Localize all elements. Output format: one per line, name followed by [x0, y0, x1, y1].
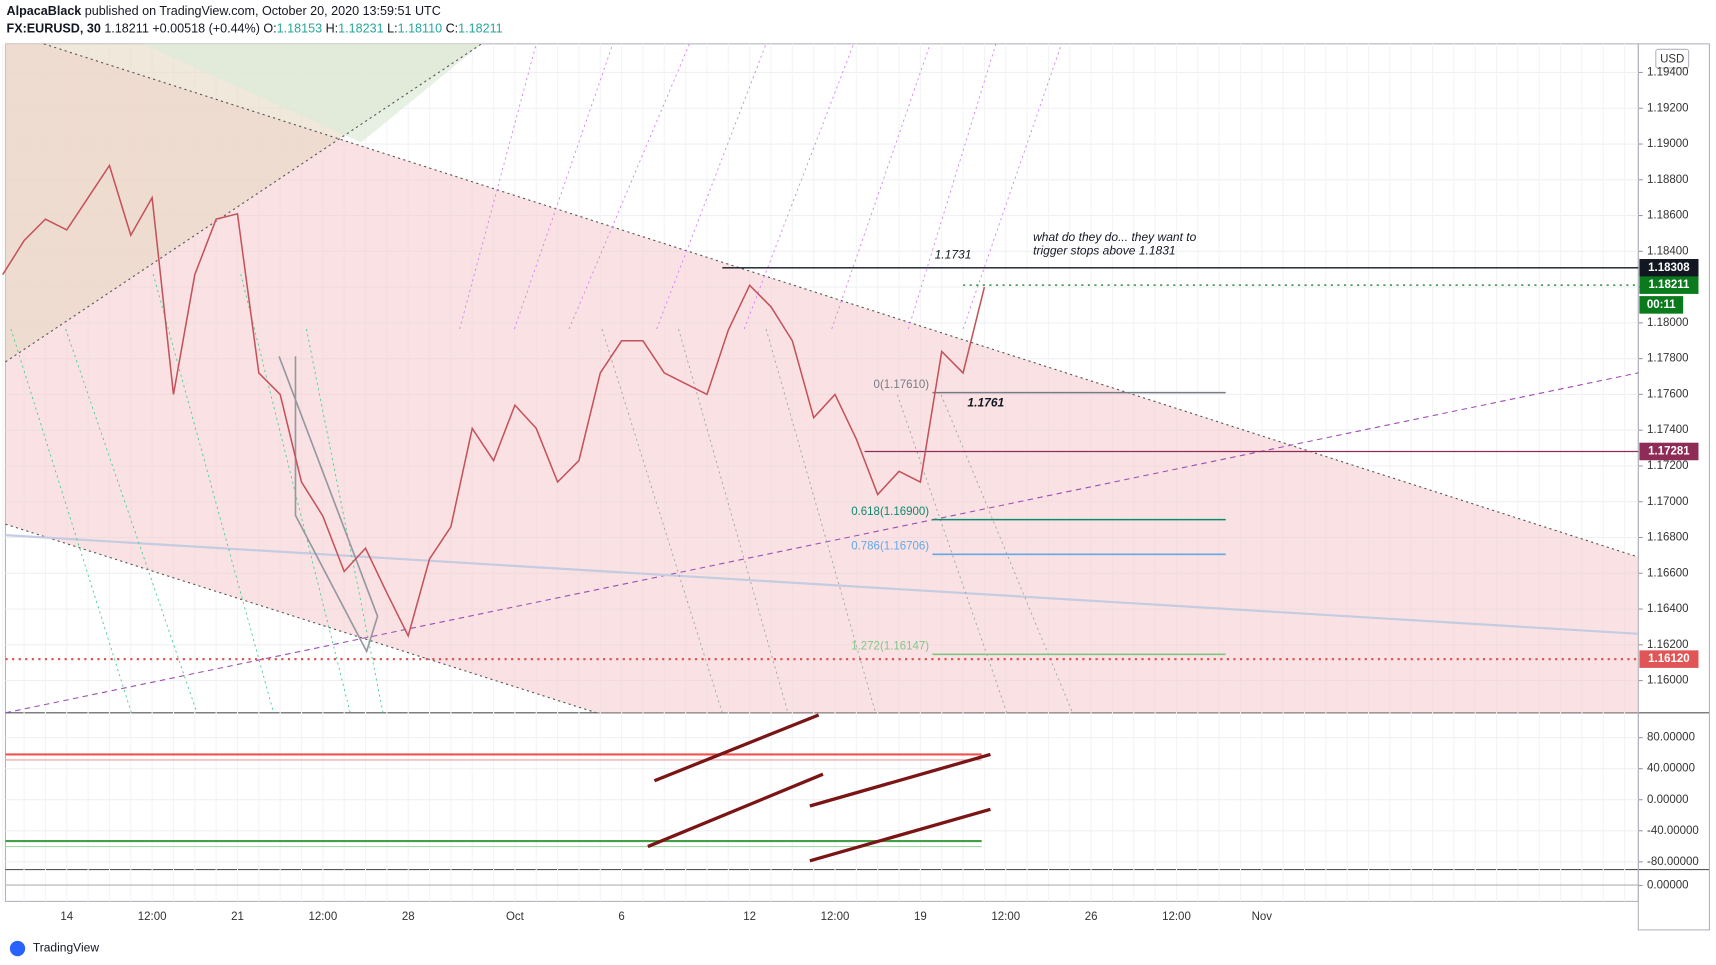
symbol-line: FX:EURUSD, 30 1.18211 +0.00518 (+0.44%) …	[7, 22, 503, 36]
y-tick-label: 1.16800	[1647, 532, 1689, 544]
trendline	[5, 43, 482, 363]
annotation: 1.1731	[935, 248, 972, 262]
x-tick-label: 12:00	[308, 911, 337, 923]
pitchfan	[459, 43, 1062, 330]
last: 1.18211	[104, 22, 149, 36]
y-tick-label: 40.00000	[1647, 763, 1695, 775]
c-value: 1.18211	[458, 22, 503, 36]
annotation: what do they do... they want to	[1033, 230, 1197, 244]
symbol: FX:EURUSD, 30	[7, 22, 101, 36]
x-tick-label: 12	[743, 911, 756, 923]
x-tick-label: Nov	[1252, 911, 1273, 923]
annotation: 1.1761	[967, 396, 1004, 410]
countdown-badge	[1639, 296, 1684, 314]
fib-label: 0(1.17610)	[874, 379, 930, 391]
x-tick-label: 12:00	[138, 911, 167, 923]
currency: USD	[1660, 53, 1684, 65]
annotation: trigger stops above 1.1831	[1033, 243, 1176, 257]
brand: TradingView	[33, 941, 100, 955]
y-tick-label: 1.16400	[1647, 603, 1689, 615]
y-tick-label: 1.18000	[1647, 317, 1689, 329]
header-line: AlpacaBlack published on TradingView.com…	[7, 4, 441, 18]
y-tick-label: 0.00000	[1647, 880, 1689, 892]
flag-pattern	[278, 356, 379, 654]
osc-trendlines	[647, 713, 991, 863]
x-tick-label: 12:00	[1162, 911, 1191, 923]
o-label: O:	[263, 22, 276, 36]
fib-label: 1.272(1.16147)	[851, 641, 929, 653]
price-badge	[1639, 259, 1699, 277]
y-tick-label: 1.19400	[1647, 67, 1689, 79]
x-tick-label: 26	[1085, 911, 1098, 923]
y-tick-label: 1.16600	[1647, 567, 1689, 579]
x-tick-label: 12:00	[991, 911, 1020, 923]
x-tick-label: 19	[914, 911, 927, 923]
levels	[5, 267, 1639, 661]
fib-label: 0.618(1.16900)	[851, 506, 929, 518]
price-badge-label: 1.17281	[1648, 446, 1690, 458]
price-line	[2, 163, 986, 639]
x-tick-label: Oct	[506, 911, 525, 923]
y-tick-label: -80.00000	[1647, 856, 1699, 868]
axis-frame	[1637, 43, 1710, 931]
price-badge-label: 1.18308	[1648, 262, 1690, 274]
trendline	[5, 534, 1639, 635]
trendline	[43, 43, 1639, 558]
x-tick-label: 6	[618, 911, 624, 923]
x-tick-label: 12:00	[821, 911, 850, 923]
y-tick-label: 1.17400	[1647, 424, 1689, 436]
h-value: 1.18231	[338, 22, 383, 36]
author: AlpacaBlack	[7, 4, 82, 18]
currency-box[interactable]	[1655, 48, 1690, 69]
fib-label: 0.786(1.16706)	[851, 541, 929, 553]
countdown: 00:11	[1647, 299, 1676, 311]
marks	[2, 163, 986, 639]
change: +0.00518 (+0.44%)	[152, 22, 260, 36]
y-tick-label: 1.17600	[1647, 388, 1689, 400]
x-tick-label: 28	[402, 911, 415, 923]
y-tick-label: 1.17200	[1647, 460, 1689, 472]
y-tick-label: 0.00000	[1647, 794, 1689, 806]
channel-fill	[5, 43, 1639, 713]
x-tick-label: 21	[231, 911, 244, 923]
published: published on TradingView.com, October 20…	[85, 4, 441, 18]
price-badge	[1639, 276, 1699, 294]
y-tick-label: 80.00000	[1647, 732, 1695, 744]
o-value: 1.18153	[277, 22, 322, 36]
y-tick-label: 1.16000	[1647, 675, 1689, 687]
logo	[9, 940, 26, 957]
price-badge	[1639, 442, 1699, 461]
y-tick-label: 1.18400	[1647, 245, 1689, 257]
h-label: H:	[326, 22, 339, 36]
y-tick-label: 1.17800	[1647, 353, 1689, 365]
x-tick-label: 14	[60, 911, 73, 923]
y-tick-label: 1.18800	[1647, 174, 1689, 186]
l-value: 1.18110	[398, 22, 443, 36]
trendline	[5, 372, 1639, 714]
l-label: L:	[387, 22, 397, 36]
y-tick-label: 1.17000	[1647, 496, 1689, 508]
y-tick-label: 1.19200	[1647, 102, 1689, 114]
y-tick-label: 1.19000	[1647, 138, 1689, 150]
y-tick-label: 1.18600	[1647, 210, 1689, 222]
price-badge-label: 1.18211	[1648, 279, 1689, 291]
y-tick-label: -40.00000	[1647, 825, 1699, 837]
c-label: C:	[446, 22, 459, 36]
y-tick-label: 1.16200	[1647, 639, 1689, 651]
price-badge	[1639, 650, 1699, 668]
channel-fill	[142, 43, 482, 143]
price-badge-label: 1.16120	[1648, 653, 1690, 665]
